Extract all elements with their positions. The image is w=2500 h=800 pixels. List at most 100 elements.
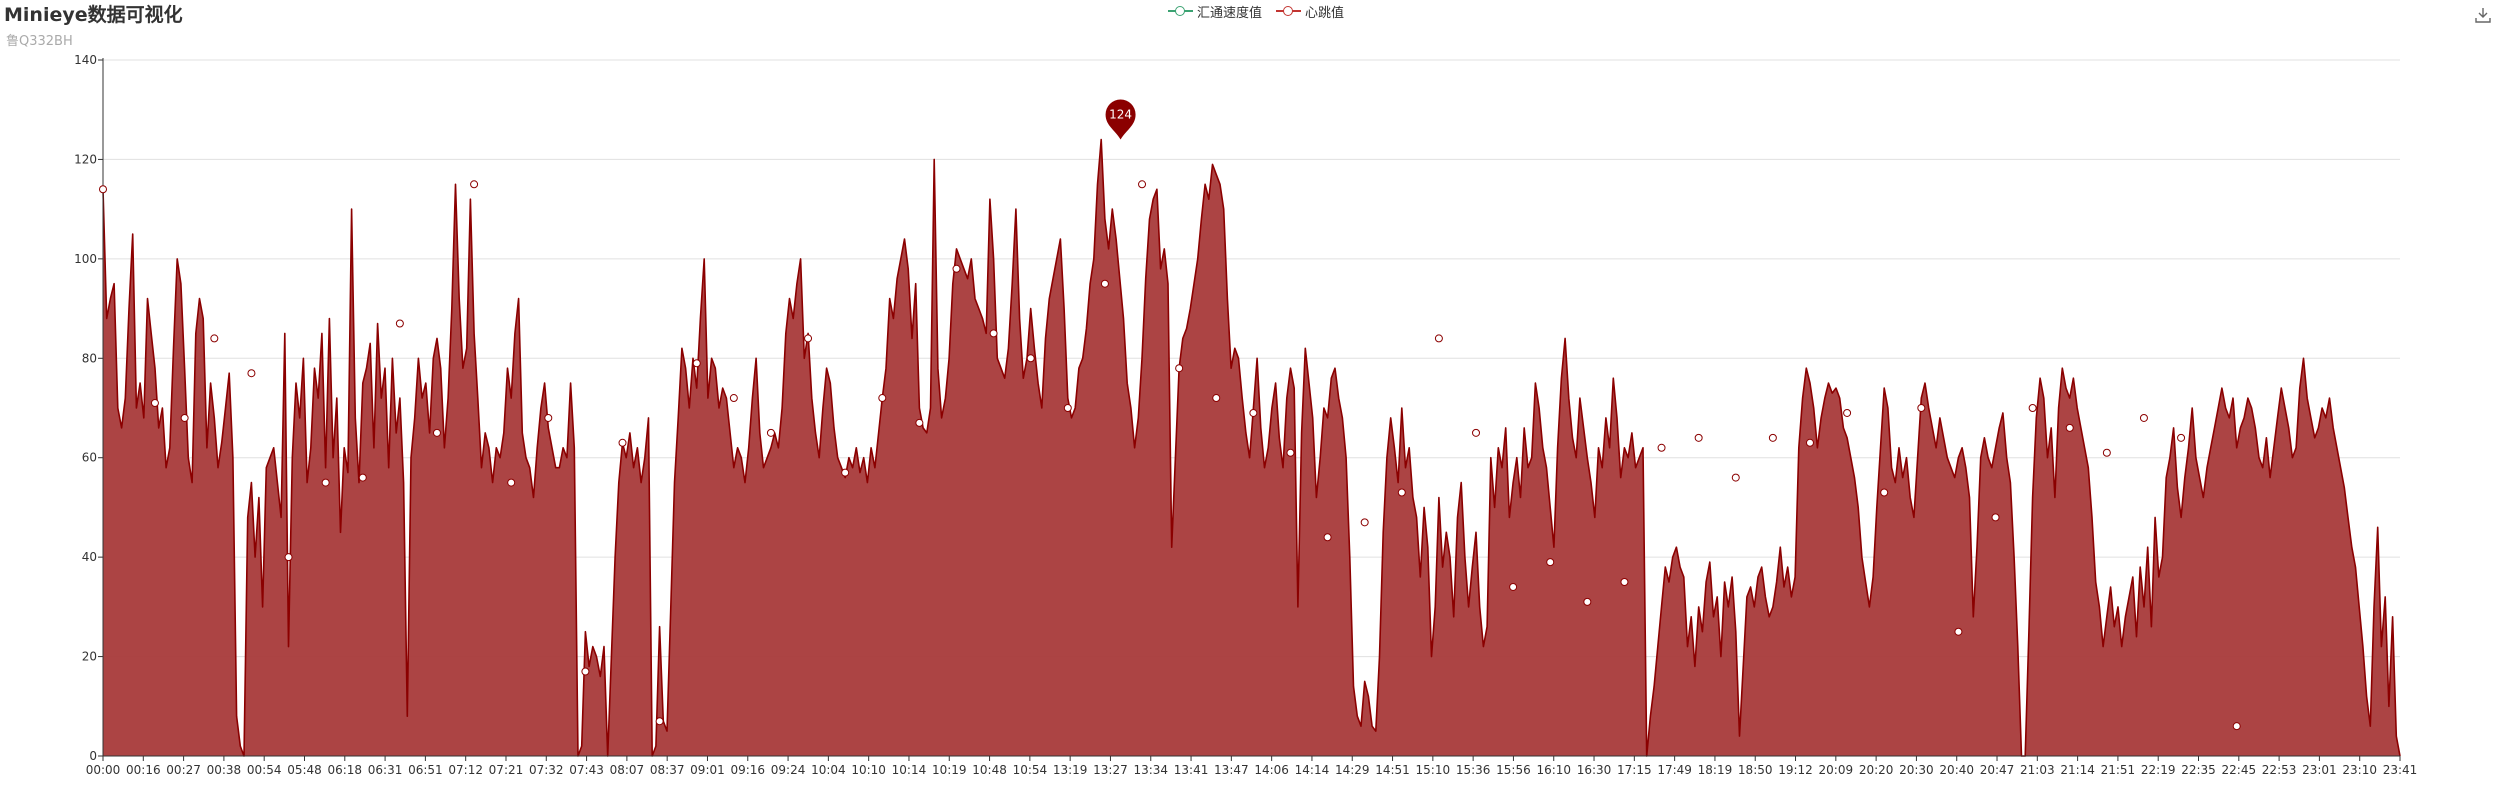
x-tick-label: 22:45 <box>2222 763 2257 777</box>
x-tick-label: 21:03 <box>2020 763 2055 777</box>
data-point <box>989 329 998 338</box>
x-tick-label: 15:36 <box>1456 763 1491 777</box>
data-point <box>150 399 159 408</box>
data-point <box>692 359 701 368</box>
data-point <box>1768 433 1777 442</box>
data-point <box>2177 433 2186 442</box>
data-point <box>2028 404 2037 412</box>
x-tick-label: 13:34 <box>1133 763 1168 777</box>
data-point <box>878 394 887 403</box>
chart-title: Minieye数据可视化 <box>4 4 183 26</box>
data-point <box>1212 394 1221 403</box>
download-icon[interactable] <box>2474 6 2492 24</box>
x-tick-label: 00:54 <box>247 763 282 777</box>
x-tick-label: 14:29 <box>1335 763 1370 777</box>
x-tick-label: 13:19 <box>1053 763 1088 777</box>
legend-item-speed[interactable]: 汇通速度值 <box>1168 2 1262 21</box>
data-point <box>507 478 516 487</box>
x-tick-label: 10:48 <box>972 763 1007 777</box>
x-tick-label: 16:10 <box>1536 763 1571 777</box>
data-point <box>1063 404 1072 412</box>
x-tick-label: 10:14 <box>892 763 927 777</box>
data-point <box>841 468 850 477</box>
x-tick-label: 20:09 <box>1819 763 1854 777</box>
x-tick-label: 23:01 <box>2302 763 2337 777</box>
x-tick-label: 10:10 <box>851 763 886 777</box>
data-point <box>432 428 441 437</box>
data-point <box>1286 448 1295 457</box>
data-point <box>247 369 256 378</box>
max-value-pin <box>1105 99 1136 140</box>
data-point <box>210 334 219 343</box>
data-point <box>1175 364 1184 373</box>
legend: 汇通速度值 心跳值 <box>1168 0 1344 22</box>
data-point <box>1583 597 1592 606</box>
data-point <box>1249 408 1258 417</box>
legend-item-heartbeat[interactable]: 心跳值 <box>1276 2 1344 21</box>
data-point <box>1434 334 1443 343</box>
data-point <box>1954 627 1963 636</box>
data-point <box>915 418 924 427</box>
x-tick-label: 06:31 <box>368 763 403 777</box>
x-tick-label: 13:27 <box>1093 763 1128 777</box>
data-point <box>618 438 627 447</box>
data-point <box>2232 722 2241 731</box>
x-tick-label: 20:30 <box>1899 763 1934 777</box>
legend-speed-label: 汇通速度值 <box>1197 5 1263 21</box>
y-tick-label: 0 <box>89 749 97 763</box>
data-point <box>321 478 330 487</box>
data-point <box>1991 513 2000 522</box>
x-tick-label: 16:30 <box>1577 763 1612 777</box>
data-point <box>952 264 961 273</box>
x-tick-label: 13:41 <box>1174 763 1209 777</box>
x-tick-label: 15:56 <box>1496 763 1531 777</box>
x-tick-label: 17:49 <box>1657 763 1692 777</box>
x-tick-label: 05:48 <box>287 763 322 777</box>
data-point <box>470 180 479 189</box>
legend-heartbeat-symbol <box>1276 4 1302 18</box>
x-tick-label: 14:51 <box>1375 763 1410 777</box>
data-point <box>655 717 664 726</box>
data-point <box>581 667 590 676</box>
data-point <box>1843 408 1852 417</box>
x-tick-label: 20:47 <box>1980 763 2015 777</box>
x-tick-label: 10:54 <box>1013 763 1048 777</box>
data-point <box>1472 428 1481 437</box>
data-point <box>1509 582 1518 591</box>
x-tick-label: 06:18 <box>327 763 362 777</box>
chart-subtitle: 鲁Q332BH <box>6 34 73 49</box>
x-tick-label: 14:14 <box>1295 763 1330 777</box>
legend-speed-symbol <box>1168 4 1193 18</box>
data-point <box>1100 279 1109 288</box>
data-point <box>2065 423 2074 432</box>
x-tick-label: 09:24 <box>771 763 806 777</box>
data-point <box>1360 518 1369 527</box>
x-tick-label: 22:19 <box>2141 763 2176 777</box>
x-tick-label: 08:37 <box>650 763 685 777</box>
x-tick-label: 19:12 <box>1778 763 1813 777</box>
x-tick-label: 13:47 <box>1214 763 1249 777</box>
data-point <box>1657 443 1666 452</box>
x-tick-label: 14:06 <box>1254 763 1289 777</box>
x-tick-label: 00:00 <box>86 763 121 777</box>
x-tick-label: 09:01 <box>690 763 725 777</box>
y-tick-label: 100 <box>74 252 97 266</box>
data-point <box>1731 473 1740 482</box>
data-point <box>804 334 813 343</box>
x-tick-label: 20:20 <box>1859 763 1894 777</box>
x-tick-label: 23:41 <box>2383 763 2418 777</box>
data-point <box>395 319 404 328</box>
data-point <box>544 413 553 422</box>
x-tick-label: 22:53 <box>2262 763 2297 777</box>
x-tick-label: 22:35 <box>2181 763 2216 777</box>
data-point <box>766 428 775 437</box>
data-point <box>729 394 738 403</box>
x-tick-label: 18:19 <box>1698 763 1733 777</box>
data-point <box>1546 558 1555 567</box>
x-tick-label: 08:07 <box>610 763 645 777</box>
heartbeat-area <box>103 139 2400 756</box>
x-tick-label: 07:21 <box>489 763 524 777</box>
legend-heartbeat-label: 心跳值 <box>1305 5 1345 21</box>
y-tick-label: 20 <box>82 650 97 664</box>
data-point <box>1880 488 1889 497</box>
